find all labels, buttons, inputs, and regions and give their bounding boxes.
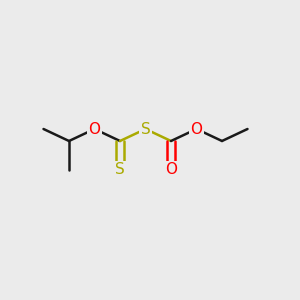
Text: O: O (165, 162, 177, 177)
Text: S: S (141, 122, 150, 136)
Text: S: S (115, 162, 125, 177)
Text: O: O (88, 122, 101, 136)
Text: O: O (190, 122, 202, 136)
